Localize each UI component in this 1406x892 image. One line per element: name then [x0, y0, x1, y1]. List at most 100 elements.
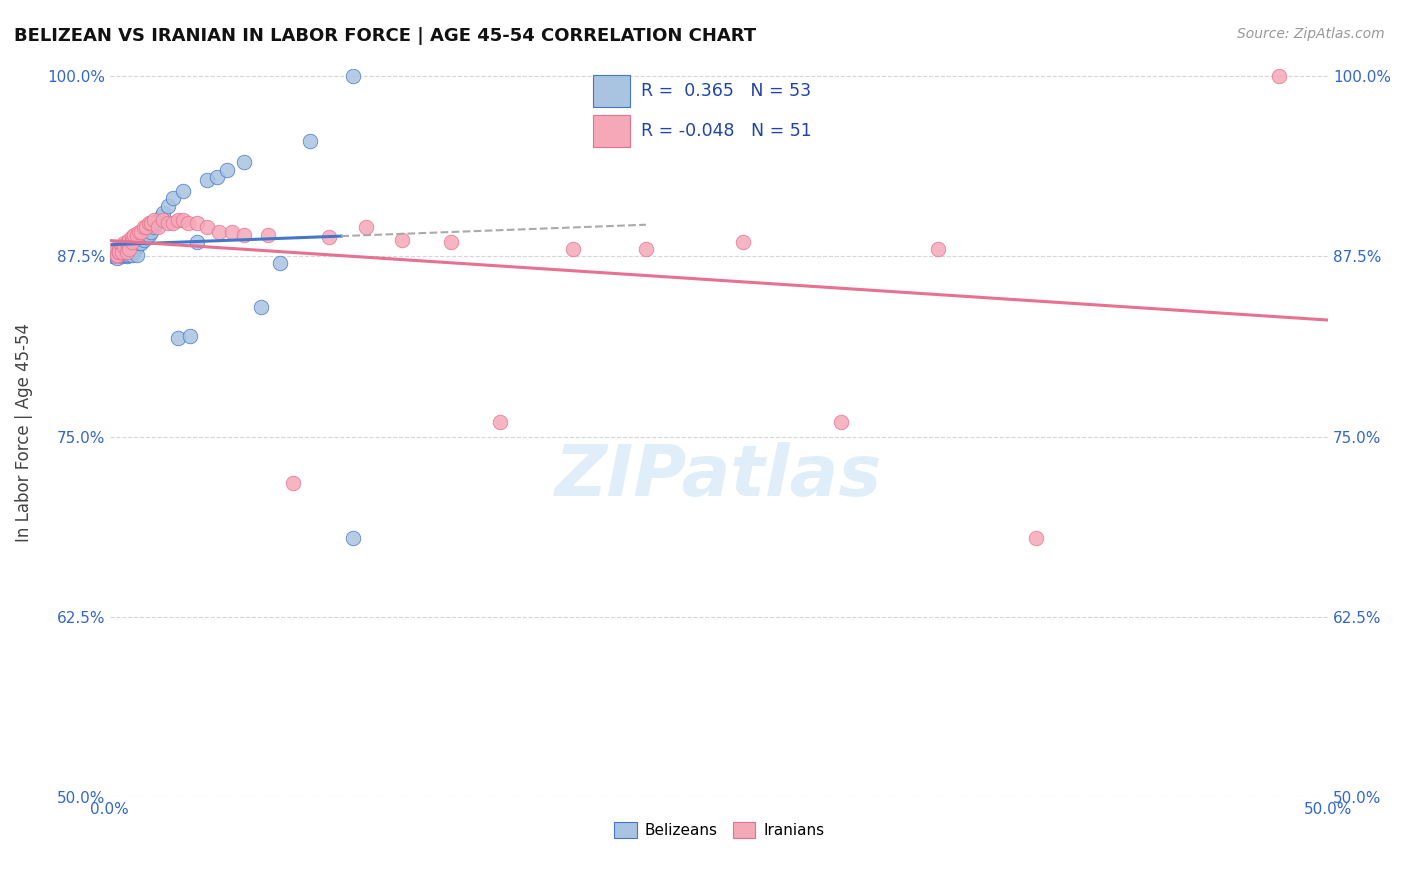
Point: [118, 233, 141, 247]
Point: [125, 248, 148, 262]
Legend: Belizeans, Iranians: Belizeans, Iranians: [607, 816, 831, 845]
Point: [488, 415, 510, 429]
Point: [118, 244, 141, 259]
Point: [112, 236, 135, 251]
Point: [1025, 531, 1047, 545]
Point: [111, 242, 134, 256]
Point: [112, 239, 135, 253]
Point: [132, 233, 155, 247]
Point: [157, 216, 180, 230]
Point: [208, 225, 231, 239]
Point: [125, 239, 148, 253]
Point: [105, 248, 128, 262]
Point: [205, 169, 228, 184]
Point: [172, 184, 194, 198]
Point: [1268, 69, 1291, 83]
Point: [118, 248, 141, 262]
Point: [122, 244, 145, 259]
Point: [152, 213, 174, 227]
Point: [115, 249, 138, 263]
Point: [128, 236, 150, 251]
Point: [149, 210, 172, 224]
Point: [733, 235, 755, 249]
Point: [162, 191, 184, 205]
Point: [122, 242, 145, 256]
Point: [152, 206, 174, 220]
Point: [927, 242, 949, 256]
Point: [132, 220, 155, 235]
Text: R =  0.365   N = 53: R = 0.365 N = 53: [641, 82, 811, 100]
Point: [115, 244, 138, 259]
Point: [634, 242, 657, 256]
Point: [108, 244, 131, 259]
Point: [115, 236, 138, 251]
Point: [195, 220, 218, 235]
Point: [135, 220, 157, 235]
Point: [131, 236, 153, 251]
Point: [257, 227, 280, 242]
Point: [440, 235, 463, 249]
Point: [177, 216, 200, 230]
Point: [342, 69, 364, 83]
Point: [103, 249, 125, 263]
Text: Source: ZipAtlas.com: Source: ZipAtlas.com: [1237, 27, 1385, 41]
Point: [122, 227, 145, 242]
Point: [148, 220, 170, 235]
Point: [118, 244, 141, 259]
Y-axis label: In Labor Force | Age 45-54: In Labor Force | Age 45-54: [15, 324, 32, 542]
Point: [141, 216, 163, 230]
Point: [142, 220, 165, 235]
Point: [195, 172, 218, 186]
Point: [391, 233, 413, 247]
Point: [128, 225, 150, 239]
Point: [167, 331, 190, 345]
Point: [105, 251, 128, 265]
Point: [121, 248, 143, 262]
Point: [111, 244, 134, 259]
FancyBboxPatch shape: [593, 75, 630, 107]
Point: [186, 235, 208, 249]
Point: [111, 249, 134, 263]
Point: [104, 244, 127, 259]
Point: [298, 134, 321, 148]
Point: [108, 244, 131, 259]
Point: [167, 213, 190, 227]
Text: BELIZEAN VS IRANIAN IN LABOR FORCE | AGE 45-54 CORRELATION CHART: BELIZEAN VS IRANIAN IN LABOR FORCE | AGE…: [14, 27, 756, 45]
Point: [105, 244, 128, 259]
Point: [186, 216, 208, 230]
Point: [148, 213, 170, 227]
Point: [104, 248, 127, 262]
Point: [103, 249, 125, 263]
Point: [162, 216, 184, 230]
Point: [108, 242, 131, 256]
Point: [342, 531, 364, 545]
Point: [281, 475, 304, 490]
Point: [138, 216, 160, 230]
Text: R = -0.048   N = 51: R = -0.048 N = 51: [641, 122, 813, 140]
Point: [135, 230, 157, 244]
Point: [215, 162, 238, 177]
Point: [269, 256, 291, 270]
Point: [561, 242, 583, 256]
Point: [135, 230, 157, 244]
Point: [250, 300, 273, 314]
Point: [141, 225, 163, 239]
Point: [121, 235, 143, 249]
FancyBboxPatch shape: [593, 115, 630, 147]
Point: [122, 242, 145, 256]
Point: [111, 244, 134, 259]
Point: [108, 244, 131, 259]
Point: [157, 199, 180, 213]
Point: [138, 227, 160, 242]
Point: [111, 239, 134, 253]
Point: [318, 230, 340, 244]
Point: [121, 230, 143, 244]
Point: [354, 220, 377, 235]
Point: [131, 225, 153, 239]
Point: [115, 248, 138, 262]
Point: [115, 244, 138, 259]
Point: [232, 155, 254, 169]
Point: [232, 227, 254, 242]
Point: [172, 213, 194, 227]
Point: [125, 227, 148, 242]
